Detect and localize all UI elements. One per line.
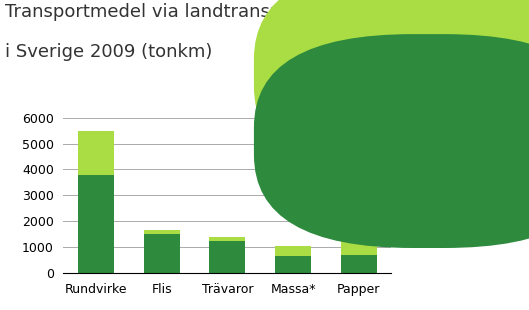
Bar: [78, 131, 114, 175]
Text: Järnväg: Järnväg: [413, 99, 460, 112]
Text: i Sverige 2009 (tonkm): i Sverige 2009 (tonkm): [5, 43, 213, 61]
Bar: [341, 182, 377, 255]
Bar: [275, 256, 311, 273]
Text: Transportmedel via landtransporter: Transportmedel via landtransporter: [5, 3, 326, 21]
Bar: [275, 246, 311, 256]
Bar: [209, 237, 245, 241]
Text: Lastbil: Lastbil: [413, 167, 454, 180]
Bar: [144, 234, 180, 273]
Bar: [78, 175, 114, 273]
Bar: [209, 241, 245, 273]
Bar: [341, 255, 377, 273]
Bar: [144, 230, 180, 234]
